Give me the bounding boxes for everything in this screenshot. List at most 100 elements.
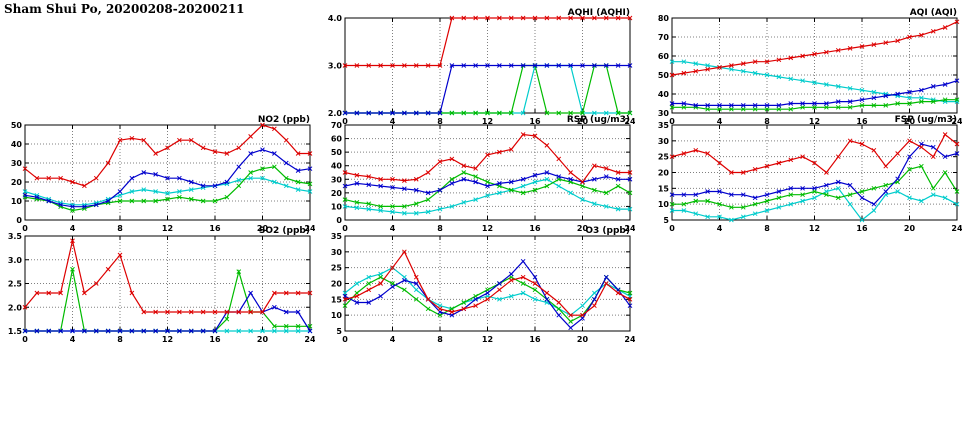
svg-text:60: 60 [331, 135, 343, 144]
svg-text:FSP (ug/m3): FSP (ug/m3) [895, 115, 957, 125]
svg-text:8: 8 [437, 117, 443, 126]
svg-text:8: 8 [764, 224, 770, 233]
svg-text:30: 30 [658, 109, 670, 118]
svg-text:24: 24 [624, 335, 635, 344]
svg-text:20: 20 [331, 189, 343, 198]
chart-svg-no2: 0 4 8 12 16 20 24 0 10 20 30 40 50 NO2 (ppb) [11, 115, 316, 233]
svg-text:2.5: 2.5 [8, 280, 23, 289]
svg-text:0: 0 [342, 117, 348, 126]
svg-text:24: 24 [951, 117, 962, 126]
svg-text:2.0: 2.0 [328, 109, 343, 118]
chart-fsp: 0 4 8 12 16 20 24 5 10 15 20 25 30 35 FSP (ug/m3) [647, 113, 963, 235]
svg-text:12: 12 [482, 224, 493, 233]
svg-text:20: 20 [577, 335, 589, 344]
svg-text:60: 60 [658, 52, 670, 61]
svg-text:4.0: 4.0 [328, 14, 343, 23]
svg-text:16: 16 [529, 335, 541, 344]
chart-aqhi: 0 4 8 12 16 20 24 2.0 3.0 4.0 AQHI (AQHI) [320, 6, 636, 128]
chart-svg-fsp: 0 4 8 12 16 20 24 5 10 15 20 25 30 35 FSP (ug/m3) [658, 115, 963, 233]
svg-text:3.0: 3.0 [328, 62, 343, 71]
svg-text:30: 30 [331, 248, 343, 257]
svg-text:0: 0 [342, 335, 348, 344]
svg-text:4: 4 [70, 224, 76, 233]
svg-text:5: 5 [663, 216, 669, 225]
svg-text:5: 5 [336, 327, 342, 336]
chart-so2: 0 4 8 12 16 20 24 1.5 2.0 2.5 3.0 3.5 SO2 (ppb) [0, 224, 316, 346]
svg-text:12: 12 [482, 117, 493, 126]
svg-text:20: 20 [658, 169, 670, 178]
svg-text:AQI (AQI): AQI (AQI) [910, 8, 957, 18]
svg-text:3.5: 3.5 [8, 232, 23, 241]
svg-text:20: 20 [904, 224, 916, 233]
chart-svg-aqi: 0 4 8 12 16 20 24 30 40 50 60 70 80 AQI (AQI) [658, 8, 963, 126]
chart-o3: 0 4 8 12 16 20 24 5 10 15 20 25 30 35 O3 (ppb) [320, 224, 636, 346]
svg-text:80: 80 [658, 14, 670, 23]
svg-text:35: 35 [331, 232, 343, 241]
svg-text:25: 25 [658, 153, 670, 162]
svg-text:4: 4 [390, 335, 396, 344]
svg-text:16: 16 [856, 117, 868, 126]
svg-text:0: 0 [22, 335, 28, 344]
svg-text:50: 50 [11, 121, 23, 130]
svg-text:4: 4 [390, 117, 396, 126]
svg-text:70: 70 [331, 121, 343, 130]
svg-text:0: 0 [669, 224, 675, 233]
svg-text:2.0: 2.0 [8, 303, 23, 312]
svg-text:0: 0 [669, 117, 675, 126]
page-title: Sham Shui Po, 20200208-20200211 [4, 2, 245, 16]
svg-text:10: 10 [11, 197, 23, 206]
svg-text:12: 12 [809, 224, 820, 233]
svg-text:10: 10 [331, 311, 343, 320]
svg-text:8: 8 [117, 335, 123, 344]
svg-text:24: 24 [624, 117, 635, 126]
svg-text:16: 16 [529, 224, 541, 233]
svg-text:20: 20 [11, 178, 23, 187]
svg-text:40: 40 [11, 140, 23, 149]
chart-svg-so2: 0 4 8 12 16 20 24 1.5 2.0 2.5 3.0 3.5 SO2 (ppb) [8, 226, 316, 344]
svg-text:24: 24 [624, 224, 635, 233]
svg-text:24: 24 [304, 335, 315, 344]
svg-text:AQHI (AQHI): AQHI (AQHI) [568, 8, 630, 18]
chart-no2: 0 4 8 12 16 20 24 0 10 20 30 40 50 NO2 (ppb) [0, 113, 316, 235]
svg-text:40: 40 [658, 90, 670, 99]
svg-text:0: 0 [16, 216, 22, 225]
svg-text:25: 25 [331, 264, 343, 273]
svg-text:4: 4 [717, 224, 723, 233]
svg-text:8: 8 [437, 224, 443, 233]
svg-text:4: 4 [390, 224, 396, 233]
svg-text:20: 20 [257, 335, 269, 344]
svg-text:0: 0 [342, 224, 348, 233]
svg-text:NO2 (ppb): NO2 (ppb) [258, 115, 310, 125]
svg-text:12: 12 [482, 335, 493, 344]
svg-text:24: 24 [304, 224, 315, 233]
svg-text:30: 30 [331, 175, 343, 184]
svg-text:20: 20 [577, 224, 589, 233]
chart-svg-aqhi: 0 4 8 12 16 20 24 2.0 3.0 4.0 AQHI (AQHI) [328, 8, 636, 126]
svg-text:O3 (ppb): O3 (ppb) [585, 226, 630, 236]
svg-text:8: 8 [437, 335, 443, 344]
chart-aqi: 0 4 8 12 16 20 24 30 40 50 60 70 80 AQI (AQI) [647, 6, 963, 128]
svg-text:15: 15 [658, 184, 670, 193]
svg-text:0: 0 [22, 224, 28, 233]
svg-text:70: 70 [658, 33, 670, 42]
svg-text:16: 16 [529, 117, 541, 126]
svg-text:20: 20 [257, 224, 269, 233]
svg-text:12: 12 [162, 224, 173, 233]
chart-rsp: 0 4 8 12 16 20 24 0 10 20 30 40 50 60 70 RSP (ug/m3) [320, 113, 636, 235]
svg-text:12: 12 [809, 117, 820, 126]
svg-text:4: 4 [70, 335, 76, 344]
svg-text:50: 50 [331, 148, 343, 157]
svg-text:10: 10 [658, 200, 670, 209]
svg-text:RSP (ug/m3): RSP (ug/m3) [567, 115, 630, 125]
svg-text:0: 0 [336, 216, 342, 225]
svg-text:30: 30 [11, 159, 23, 168]
svg-text:8: 8 [117, 224, 123, 233]
svg-text:50: 50 [658, 71, 670, 80]
svg-text:16: 16 [209, 224, 221, 233]
svg-text:12: 12 [162, 335, 173, 344]
svg-text:40: 40 [331, 162, 343, 171]
svg-text:35: 35 [658, 121, 670, 130]
svg-text:4: 4 [717, 117, 723, 126]
